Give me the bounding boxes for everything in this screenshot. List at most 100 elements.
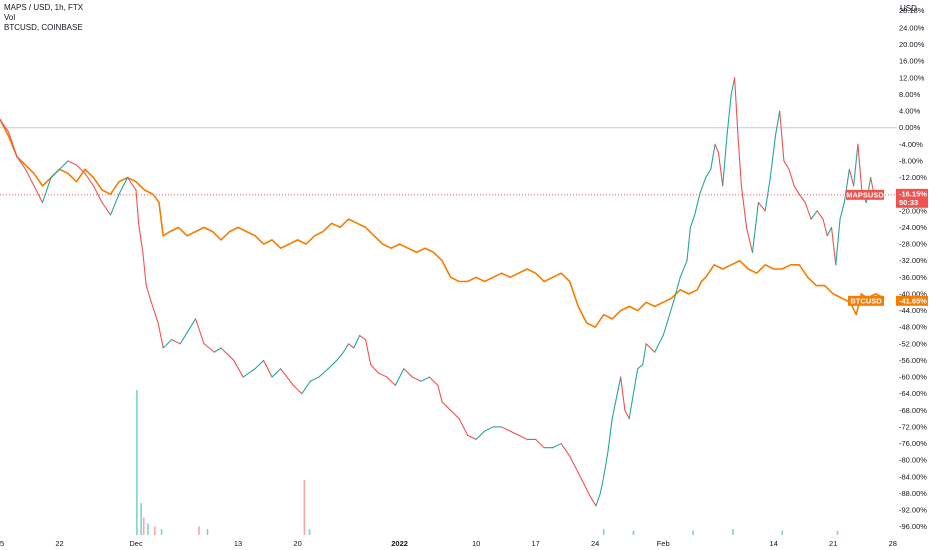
- btc-name-badge: [848, 295, 884, 306]
- maps-segment: [745, 226, 754, 253]
- maps-segment: [220, 347, 235, 361]
- maps-segment: [595, 492, 601, 507]
- y-tick-label: 16.00%: [899, 57, 925, 66]
- x-tick-label: 20: [293, 539, 301, 548]
- y-tick-label: -96.00%: [899, 522, 927, 531]
- maps-segment: [857, 143, 863, 195]
- y-tick-label: -4.00%: [899, 140, 923, 149]
- maps-segment: [33, 185, 44, 204]
- maps-segment: [705, 168, 712, 179]
- maps-segment: [552, 443, 562, 449]
- maps-segment: [254, 359, 265, 370]
- maps-segment: [783, 160, 790, 170]
- volume-bar: [308, 529, 311, 535]
- x-tick-label: 24: [591, 539, 599, 548]
- y-tick-label: -36.00%: [899, 273, 927, 282]
- y-tick-label: -20.00%: [899, 206, 927, 215]
- y-tick-label: 8.00%: [899, 90, 921, 99]
- maps-segment: [577, 472, 588, 490]
- maps-segment: [242, 368, 256, 378]
- x-tick-label: 17: [531, 539, 539, 548]
- maps-segment: [726, 93, 732, 137]
- maps-segment: [327, 359, 338, 370]
- maps-segment: [280, 368, 294, 386]
- maps-segment: [764, 177, 771, 212]
- y-tick-label: -80.00%: [899, 456, 927, 465]
- maps-segment: [171, 339, 181, 345]
- maps-segment: [135, 189, 140, 224]
- maps-segment: [816, 210, 824, 220]
- maps-segment: [386, 376, 396, 386]
- maps-segment: [7, 131, 18, 158]
- maps-segment: [271, 368, 282, 378]
- maps-segment: [798, 193, 806, 204]
- maps-segment: [484, 426, 494, 432]
- maps-segment: [126, 177, 137, 191]
- y-tick-label: 24.00%: [899, 23, 925, 32]
- maps-segment: [607, 418, 613, 453]
- y-tick-label: -8.00%: [899, 156, 923, 165]
- maps-segment: [179, 330, 189, 345]
- maps-segment: [694, 193, 701, 216]
- volume-bar: [160, 529, 163, 535]
- maps-segment: [839, 201, 845, 220]
- maps-segment: [195, 318, 205, 345]
- maps-series: [0, 77, 875, 507]
- y-tick-label: 4.00%: [899, 107, 921, 116]
- maps-segment: [359, 334, 367, 341]
- maps-segment: [0, 118, 10, 133]
- legend-main-symbol[interactable]: MAPS / USD, 1h, FTX: [4, 3, 84, 12]
- y-tick-label: -76.00%: [899, 439, 927, 448]
- btc-value-badge: [896, 295, 928, 306]
- maps-segment: [501, 426, 511, 432]
- x-tick-label: 2022: [391, 539, 408, 548]
- btc-line: [0, 119, 885, 328]
- price-badges: MAPSUSD -16.15%50:33 BTCUSD -41.65%: [846, 188, 928, 306]
- maps-segment: [138, 222, 144, 253]
- maps-segment: [662, 318, 669, 337]
- btc-value-text: -41.65%: [899, 296, 927, 305]
- y-tick-label: -88.00%: [899, 489, 927, 498]
- maps-segment: [734, 77, 739, 137]
- y-tick-label: 12.00%: [899, 73, 925, 82]
- maps-segment: [689, 214, 696, 228]
- maps-name-text: MAPSUSD: [846, 190, 884, 199]
- volume-bar: [303, 479, 306, 535]
- maps-segment: [475, 430, 486, 440]
- maps-segment: [50, 168, 61, 179]
- legend-compare-symbol[interactable]: BTCUSD, COINBASE: [4, 23, 83, 32]
- legend-volume[interactable]: Vol: [4, 13, 16, 22]
- maps-segment: [101, 201, 112, 216]
- maps-segment: [779, 110, 785, 162]
- maps-segment: [740, 185, 748, 228]
- maps-segment: [509, 430, 520, 436]
- btc-name-text: BTCUSD: [850, 296, 882, 305]
- y-tick-label: 0.00%: [899, 123, 921, 132]
- maps-segment: [603, 451, 609, 478]
- maps-segment: [628, 393, 634, 420]
- maps-segment: [853, 143, 859, 187]
- y-tick-label: -44.00%: [899, 306, 927, 315]
- maps-segment: [336, 351, 345, 361]
- maps-segment: [615, 376, 622, 399]
- y-tick-label: -64.00%: [899, 389, 927, 398]
- maps-segment: [717, 152, 724, 187]
- y-tick-label: -72.00%: [899, 422, 927, 431]
- volume-layer: [136, 390, 839, 535]
- maps-segment: [467, 434, 477, 440]
- maps-segment: [624, 409, 630, 420]
- volume-bar: [198, 526, 200, 535]
- y-tick-label: -12.00%: [899, 173, 927, 182]
- maps-segment: [142, 251, 147, 287]
- maps-segment: [84, 172, 95, 187]
- maps-segment: [348, 343, 355, 349]
- maps-segment: [292, 384, 303, 395]
- maps-segment: [58, 160, 69, 170]
- x-tick-label: 10: [472, 539, 480, 548]
- maps-segment: [150, 301, 159, 324]
- reference-lines: [0, 127, 897, 196]
- maps-segment: [162, 339, 173, 349]
- legend: MAPS / USD, 1h, FTX Vol BTCUSD, COINBASE: [4, 3, 83, 33]
